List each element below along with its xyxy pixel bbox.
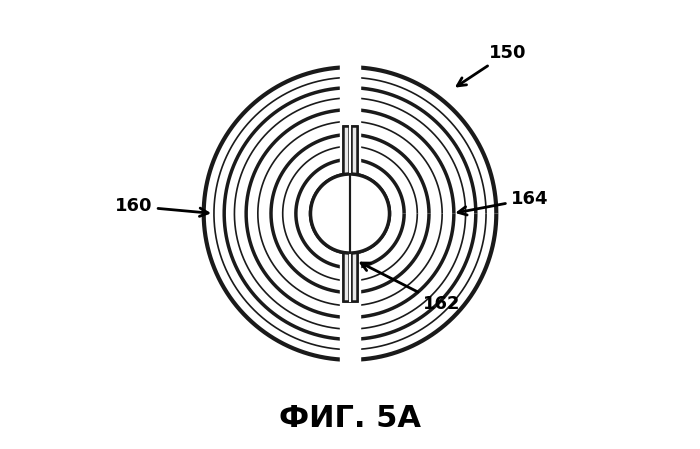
Text: 162: 162 [361, 263, 461, 313]
Text: 150: 150 [457, 44, 526, 86]
Bar [344, 126, 349, 301]
Text: 160: 160 [115, 197, 208, 216]
Bar [351, 126, 356, 301]
Text: ФИГ. 5А: ФИГ. 5А [279, 404, 421, 433]
Bar [344, 126, 349, 301]
Bar [349, 126, 351, 301]
Ellipse shape [311, 174, 389, 253]
Text: 164: 164 [458, 190, 548, 215]
Bar [351, 126, 356, 301]
Ellipse shape [311, 174, 389, 253]
